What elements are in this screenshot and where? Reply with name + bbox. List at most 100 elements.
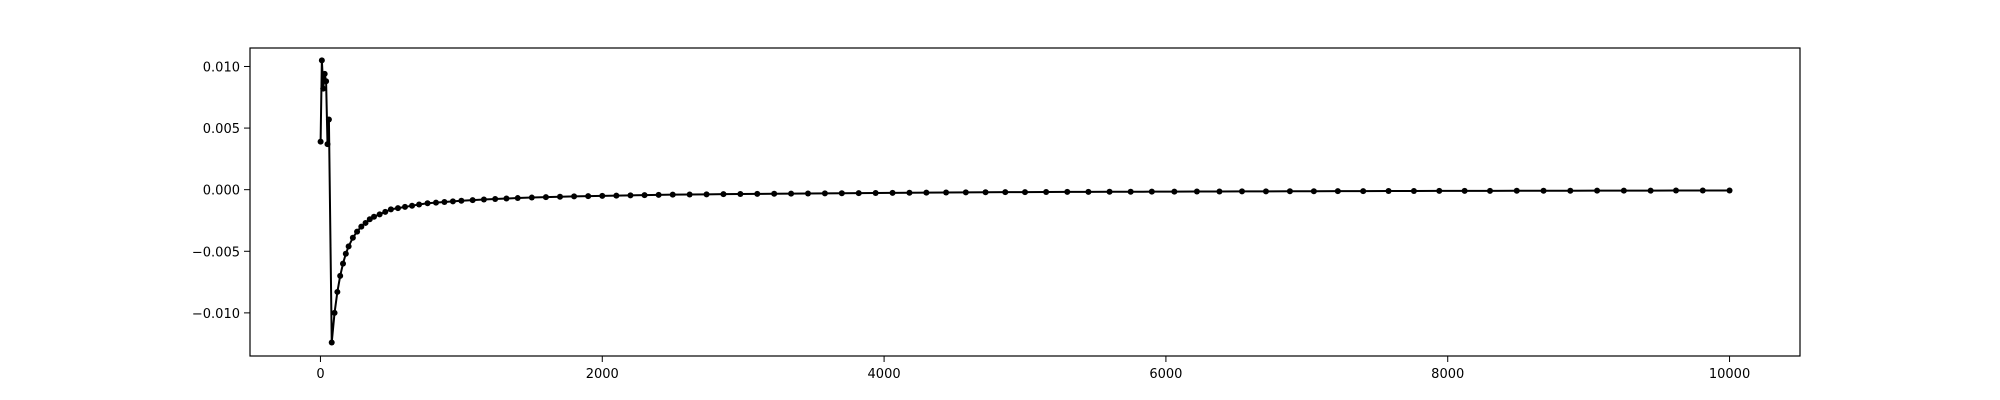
data-point (334, 288, 341, 295)
data-point (416, 201, 423, 208)
data-point (1085, 188, 1092, 195)
data-point (855, 190, 862, 197)
plot-frame (249, 47, 1801, 357)
data-point (1726, 187, 1733, 194)
data-point (641, 192, 648, 199)
data-point (354, 228, 361, 235)
data-point (1567, 187, 1574, 194)
data-point (409, 202, 416, 209)
data-point (337, 272, 344, 279)
data-point (1148, 188, 1155, 195)
data-point (703, 191, 710, 198)
data-point (1385, 188, 1392, 195)
data-point (358, 223, 365, 230)
y-tick-label: −0.005 (192, 245, 240, 260)
data-point (328, 339, 335, 346)
data-point (433, 199, 439, 206)
data-point (889, 189, 896, 196)
data-point (325, 116, 332, 123)
data-point (318, 57, 325, 64)
data-point (424, 200, 431, 207)
data-point (320, 85, 327, 92)
data-point (1286, 188, 1293, 195)
data-point (1461, 187, 1468, 194)
data-point (655, 191, 662, 198)
data-point (321, 70, 328, 77)
x-tick-label: 6000 (1149, 367, 1182, 382)
data-point (1410, 188, 1417, 195)
data-point (571, 193, 578, 200)
data-point (1193, 188, 1200, 195)
data-point (1127, 188, 1134, 195)
data-point (1064, 188, 1071, 195)
data-point (492, 196, 499, 203)
data-point (923, 189, 930, 196)
data-point (788, 190, 795, 197)
data-point (402, 203, 408, 210)
data-point (542, 194, 549, 201)
data-point (943, 189, 950, 196)
data-point (1022, 189, 1028, 196)
data-point (962, 189, 969, 196)
data-point (771, 190, 778, 197)
data-point (599, 192, 606, 199)
data-point (458, 197, 465, 204)
data-point (387, 206, 394, 213)
data-point (371, 213, 377, 220)
data-point (469, 197, 476, 204)
data-point (1262, 188, 1269, 195)
x-tick-label: 10000 (1709, 367, 1750, 382)
data-point (754, 190, 761, 197)
data-point (805, 190, 811, 197)
data-point (514, 195, 521, 202)
data-point (394, 205, 401, 212)
y-tick-label: 0.010 (203, 60, 240, 75)
data-point (323, 78, 330, 85)
data-point (686, 191, 693, 198)
data-point (838, 190, 845, 197)
x-tick-label: 4000 (868, 367, 901, 382)
data-point (503, 195, 510, 202)
data-point (441, 199, 448, 205)
data-point (982, 189, 989, 196)
data-point (349, 234, 356, 241)
data-point (1540, 187, 1547, 194)
data-point (449, 198, 456, 205)
data-point (906, 189, 913, 196)
data-point (324, 141, 331, 148)
data-point (1106, 188, 1113, 195)
data-point (821, 190, 828, 197)
x-axis: 0 2000 4000 6000 8000 10000 (316, 356, 1750, 382)
data-point (317, 138, 324, 145)
data-point (342, 250, 349, 257)
data-point (362, 219, 369, 226)
data-point (331, 309, 338, 316)
series-points (317, 57, 1733, 346)
x-tick-label: 0 (316, 367, 324, 382)
data-point (737, 190, 744, 197)
data-point (480, 196, 487, 203)
data-point (340, 260, 346, 267)
data-point (720, 191, 727, 198)
data-point (528, 194, 535, 201)
data-point (1360, 188, 1367, 195)
data-point (669, 191, 676, 198)
data-point (1594, 187, 1601, 194)
data-point (872, 190, 879, 197)
data-point (376, 211, 383, 218)
y-tick-label: 0.005 (203, 122, 240, 137)
y-tick-label: −0.010 (192, 307, 240, 322)
data-point (1647, 187, 1654, 194)
data-point (1334, 188, 1341, 195)
data-point (585, 193, 592, 200)
data-point (1436, 187, 1443, 194)
y-tick-label: 0.000 (203, 184, 240, 199)
data-point (1513, 187, 1520, 194)
data-point (1002, 189, 1009, 196)
data-point (557, 193, 563, 200)
data-point (345, 243, 352, 250)
data-point (1699, 187, 1706, 194)
plot-area (250, 48, 1800, 356)
data-point (1620, 187, 1627, 194)
